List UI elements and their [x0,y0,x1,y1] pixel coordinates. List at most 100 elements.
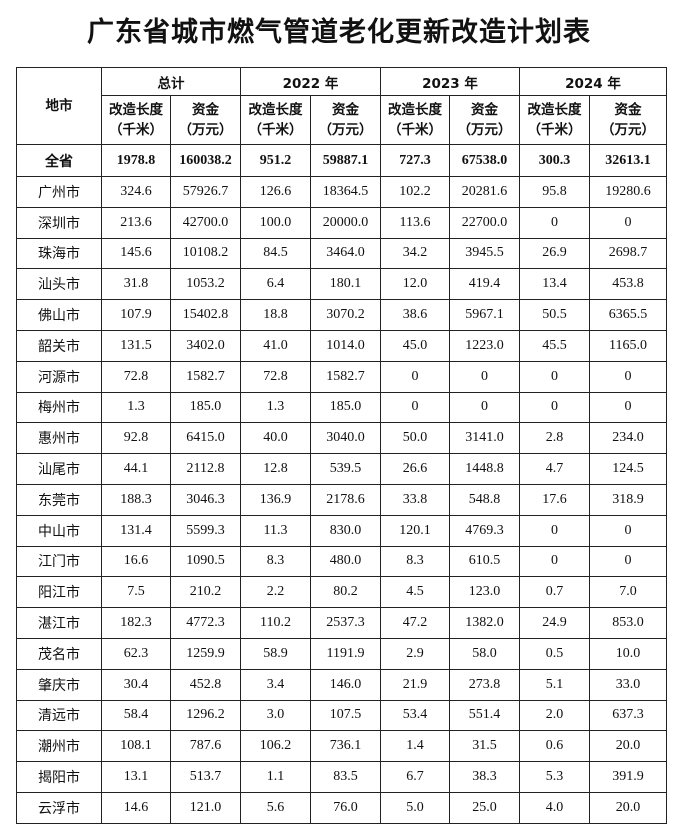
length-cell: 1.4 [380,730,450,763]
length-cell: 72.8 [240,360,311,393]
header-group-2024: 2024 年 [519,67,667,96]
fund-cell: 1296.2 [170,699,241,732]
fund-cell: 185.0 [170,391,241,424]
length-cell: 5.3 [519,761,590,793]
header-length-label: 改造长度 [527,102,582,118]
fund-cell: 123.0 [449,576,520,609]
city-cell: 云浮市 [16,791,102,824]
length-cell: 113.6 [380,206,450,239]
fund-cell: 107.5 [310,699,381,732]
table-row: 韶关市 131.5 3402.0 41.0 1014.0 45.0 1223.0 45.5 11… [16,329,667,362]
length-cell: 50.0 [380,422,450,455]
header-group-2022: 2022 年 [240,67,381,96]
fund-cell: 0 [589,391,667,424]
city-cell: 佛山市 [16,299,102,331]
header-length-label: 改造长度 [388,102,442,118]
header-length: 改造长度 （千米） [240,95,311,145]
fund-cell: 0 [589,206,667,239]
length-cell: 3.4 [240,668,311,701]
length-cell: 11.3 [240,514,311,547]
header-fund: 资金 （万元） [310,95,381,145]
fund-cell: 121.0 [170,791,241,824]
fund-cell: 0 [589,545,667,578]
length-cell: 4.7 [519,453,590,485]
length-cell: 145.6 [101,237,171,270]
length-cell: 92.8 [101,422,171,455]
fund-cell: 637.3 [589,699,667,732]
length-cell: 45.0 [380,329,450,362]
page-title: 广东省城市燃气管道老化更新改造计划表 [87,17,591,48]
header-fund: 资金 （万元） [449,95,520,145]
fund-cell: 83.5 [310,761,381,793]
header-fund-unit: （万元） [457,122,512,138]
length-cell: 62.3 [101,637,171,670]
length-cell: 0 [519,206,590,239]
city-cell: 中山市 [16,514,102,547]
fund-cell: 1053.2 [170,268,241,301]
header-fund-unit: （万元） [318,122,373,138]
header-length-unit: （千米） [109,122,163,138]
fund-cell: 76.0 [310,791,381,824]
table-row: 佛山市 107.9 15402.8 18.8 3070.2 38.6 5967.1 50.5 6… [16,299,667,331]
fund-cell: 42700.0 [170,206,241,239]
length-cell: 24.9 [519,607,590,639]
length-cell: 0.7 [519,576,590,609]
fund-cell: 830.0 [310,514,381,547]
fund-cell: 3046.3 [170,483,241,516]
table-row-total: 全省 1978.8 160038.2 951.2 59887.1 727.3 67538.0… [16,144,667,177]
city-cell: 珠海市 [16,237,102,270]
fund-cell: 210.2 [170,576,241,609]
length-cell: 108.1 [101,730,171,763]
length-cell: 0 [519,391,590,424]
length-cell: 13.1 [101,761,171,793]
length-cell: 44.1 [101,453,171,485]
city-cell: 揭阳市 [16,761,102,793]
length-cell: 0 [519,545,590,578]
fund-cell: 273.8 [449,668,520,701]
fund-cell: 25.0 [449,791,520,824]
length-cell: 1.3 [101,391,171,424]
length-cell: 33.8 [380,483,450,516]
length-cell: 5.6 [240,791,311,824]
length-cell: 16.6 [101,545,171,578]
table-row: 揭阳市 13.1 513.7 1.1 83.5 6.7 38.3 5.3 391.9 [16,761,667,793]
table-row: 肇庆市 30.4 452.8 3.4 146.0 21.9 273.8 5.1 33.0 [16,668,667,701]
fund-cell: 0 [589,514,667,547]
length-cell: 21.9 [380,668,450,701]
length-cell: 8.3 [240,545,311,578]
length-cell: 0 [519,360,590,393]
fund-cell: 2112.8 [170,453,241,485]
length-cell: 95.8 [519,176,590,208]
header-fund: 资金 （万元） [170,95,241,145]
fund-cell: 0 [449,360,520,393]
header-length-label: 改造长度 [109,102,163,118]
length-cell: 6.7 [380,761,450,793]
header-city: 地市 [16,67,102,145]
table-row: 梅州市 1.3 185.0 1.3 185.0 0 0 0 0 [16,391,667,424]
fund-cell: 452.8 [170,668,241,701]
fund-cell: 10108.2 [170,237,241,270]
fund-cell: 548.8 [449,483,520,516]
fund-cell: 5599.3 [170,514,241,547]
fund-cell: 0 [449,391,520,424]
length-cell: 951.2 [240,144,311,177]
fund-cell: 1191.9 [310,637,381,670]
length-cell: 40.0 [240,422,311,455]
fund-cell: 4772.3 [170,607,241,639]
fund-cell: 1259.9 [170,637,241,670]
city-cell: 清远市 [16,699,102,732]
city-cell: 汕头市 [16,268,102,301]
fund-cell: 1382.0 [449,607,520,639]
table-row: 广州市 324.6 57926.7 126.6 18364.5 102.2 20281.6 9… [16,176,667,208]
fund-cell: 31.5 [449,730,520,763]
fund-cell: 0 [589,360,667,393]
length-cell: 4.0 [519,791,590,824]
header-fund-label: 资金 [332,102,359,118]
table-row: 茂名市 62.3 1259.9 58.9 1191.9 2.9 58.0 0.5 10.0 [16,637,667,670]
fund-cell: 58.0 [449,637,520,670]
length-cell: 58.9 [240,637,311,670]
length-cell: 2.2 [240,576,311,609]
header-length-unit: （千米） [527,122,582,138]
city-cell: 东莞市 [16,483,102,516]
table-row: 云浮市 14.6 121.0 5.6 76.0 5.0 25.0 4.0 20.0 [16,791,667,824]
